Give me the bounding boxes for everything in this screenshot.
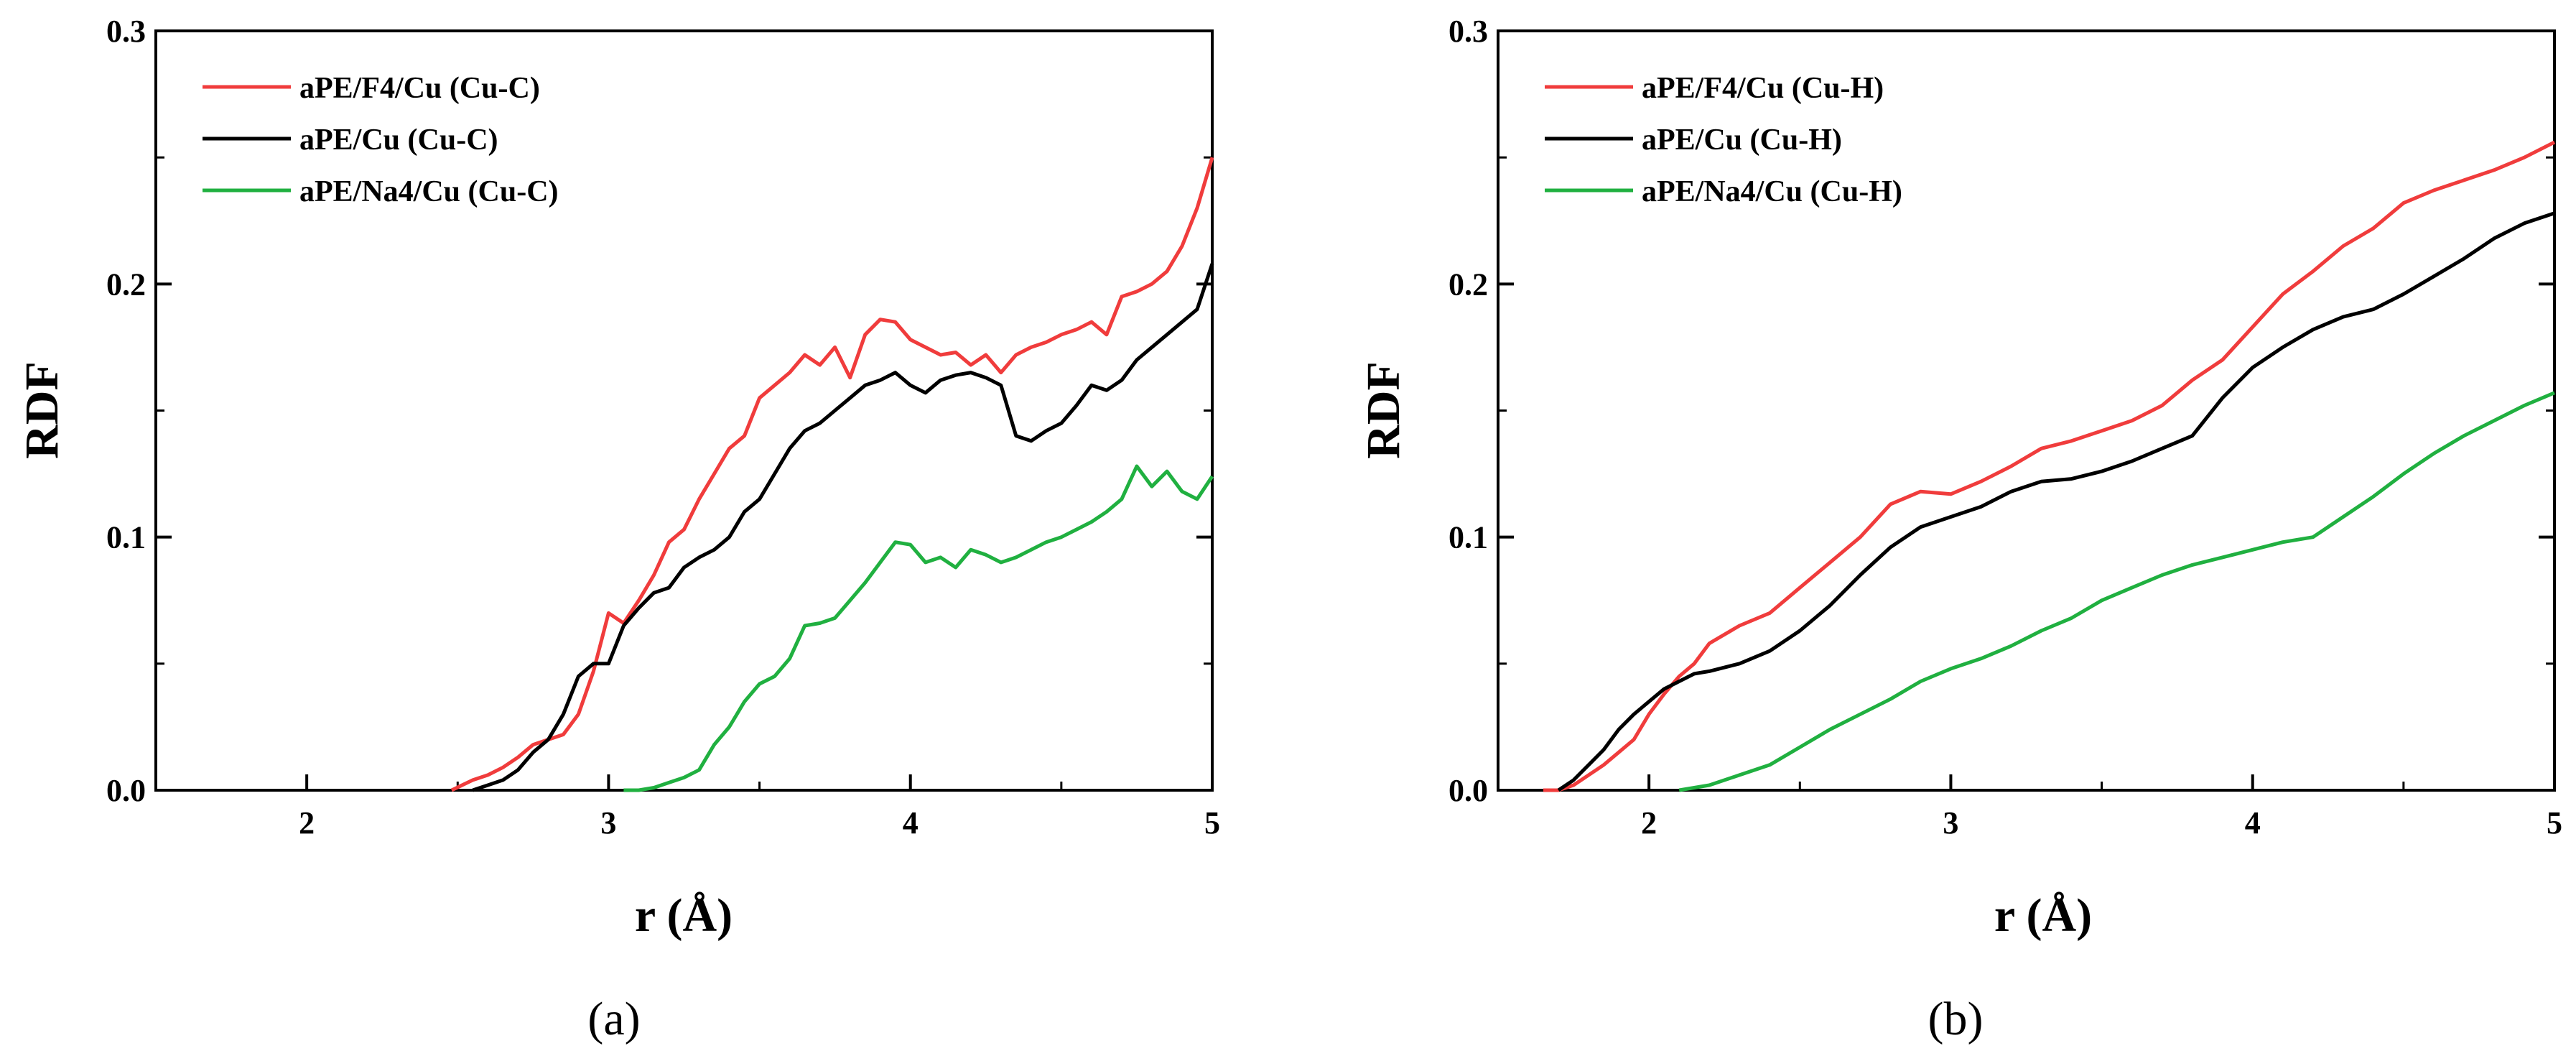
y-tick-label: 0.3: [1449, 14, 1488, 49]
x-tick-label: 3: [600, 805, 616, 840]
x-axis-label: r (Å): [635, 889, 733, 942]
x-tick-label: 3: [1943, 805, 1958, 840]
series-lines: [450, 157, 1214, 792]
series-line: [1543, 140, 2556, 792]
legend: aPE/F4/Cu (Cu-C) aPE/Cu (Cu-C) aPE/Na4/Cu …: [203, 72, 559, 208]
y-tick-label: 0.3: [106, 14, 146, 49]
y-tick-label: 0.0: [1449, 773, 1488, 808]
y-axis-label: RDF: [16, 361, 68, 459]
chart-panel-a: 2 3 4 5 0.0 0.1 0.2 0.3 aPE/F4/Cu (Cu-C) aPE/Cu…: [16, 14, 1220, 1045]
y-axis-ticks: 0.0 0.1 0.2 0.3: [106, 14, 1212, 808]
series-line: [623, 464, 1214, 792]
x-axis-ticks: 2 3 4 5: [154, 774, 1220, 840]
chart-panel-b: 2 3 4 5 0.0 0.1 0.2 0.3 aPE/F4/Cu (Cu-H) aPE/Cu…: [1357, 14, 2562, 1045]
series-line: [472, 263, 1214, 792]
panel-label: (a): [587, 993, 640, 1045]
y-tick-label: 0.1: [1449, 520, 1488, 555]
legend-label: aPE/Cu (Cu-C): [299, 124, 498, 157]
y-axis-label: RDF: [1357, 361, 1410, 459]
legend-label: aPE/F4/Cu (Cu-C): [299, 72, 540, 105]
y-tick-label: 0.0: [106, 773, 146, 808]
x-tick-label: 2: [299, 805, 315, 840]
x-tick-label: 5: [1204, 805, 1220, 840]
x-axis-ticks: 2 3 4 5: [1497, 774, 2562, 840]
series-line: [1557, 211, 2555, 792]
x-tick-label: 4: [903, 805, 919, 840]
x-tick-label: 5: [2547, 805, 2562, 840]
y-tick-label: 0.2: [1449, 267, 1488, 302]
legend: aPE/F4/Cu (Cu-H) aPE/Cu (Cu-H) aPE/Na4/Cu …: [1545, 72, 1902, 208]
y-tick-label: 0.2: [106, 267, 146, 302]
series-lines: [1543, 140, 2556, 792]
y-axis-ticks: 0.0 0.1 0.2 0.3: [1449, 14, 2554, 808]
legend-label: aPE/Na4/Cu (Cu-H): [1642, 175, 1902, 208]
x-tick-label: 4: [2245, 805, 2261, 840]
legend-label: aPE/Cu (Cu-H): [1642, 124, 1842, 157]
panel-label: (b): [1928, 993, 1984, 1045]
series-line: [1678, 391, 2555, 792]
series-line: [450, 157, 1214, 792]
x-tick-label: 2: [1641, 805, 1657, 840]
legend-label: aPE/Na4/Cu (Cu-C): [299, 175, 559, 208]
legend-label: aPE/F4/Cu (Cu-H): [1642, 72, 1884, 105]
x-axis-label: r (Å): [1994, 889, 2092, 942]
y-tick-label: 0.1: [106, 520, 146, 555]
